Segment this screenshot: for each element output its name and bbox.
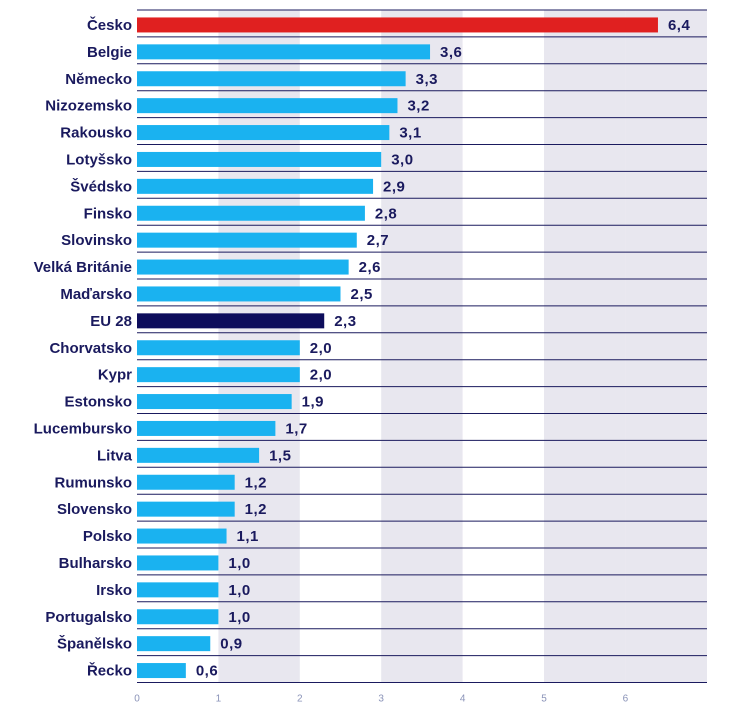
value-label: 3,1 xyxy=(399,125,421,142)
bar xyxy=(137,71,406,87)
bar xyxy=(137,636,211,652)
bar xyxy=(137,286,341,302)
tick-label: 6 xyxy=(623,694,629,705)
tick-label: 2 xyxy=(297,694,303,705)
value-label: 3,6 xyxy=(440,44,462,61)
bar xyxy=(137,98,398,114)
category-label: Kypr xyxy=(98,367,132,384)
bar xyxy=(137,205,365,221)
bar xyxy=(137,474,235,490)
row-lines xyxy=(137,9,707,683)
bar xyxy=(137,151,382,167)
bar xyxy=(137,528,227,544)
category-label: Estonsko xyxy=(64,394,132,411)
bar xyxy=(137,340,300,356)
value-label: 2,8 xyxy=(375,205,397,222)
category-label: Litva xyxy=(97,447,133,464)
value-label: 2,7 xyxy=(367,232,389,249)
value-label: 0,9 xyxy=(220,636,242,653)
value-label: 1,7 xyxy=(285,420,307,437)
category-label: Polsko xyxy=(83,528,132,545)
category-labels: Česko Belgie Německo Nizozemsko Rakousko Loty… xyxy=(34,16,133,680)
tick-label: 3 xyxy=(378,694,384,705)
category-label: Nizozemsko xyxy=(45,98,132,115)
tick-label: 5 xyxy=(541,694,547,705)
bar xyxy=(137,447,260,463)
value-label: 1,0 xyxy=(228,555,250,572)
value-label: 1,2 xyxy=(245,474,267,491)
bar xyxy=(137,125,390,141)
category-label: Lotyšsko xyxy=(66,151,132,168)
value-label: 3,3 xyxy=(416,71,438,88)
category-label: Švédsko xyxy=(70,177,132,195)
value-label: 1,0 xyxy=(228,582,250,599)
tick-label: 4 xyxy=(460,694,466,705)
value-label: 2,6 xyxy=(359,259,381,276)
category-label: Řecko xyxy=(87,662,132,680)
category-label: Rumunsko xyxy=(54,474,132,491)
grid-stripe xyxy=(544,10,626,683)
category-label: Rakousko xyxy=(60,125,132,142)
category-label: Portugalsko xyxy=(45,609,132,626)
value-label: 2,3 xyxy=(334,313,356,330)
bar xyxy=(137,44,431,60)
value-label: 1,9 xyxy=(302,394,324,411)
tick-label: 1 xyxy=(216,694,222,705)
category-label: Velká Británie xyxy=(34,259,132,276)
value-label: 2,9 xyxy=(383,178,405,195)
category-label: Belgie xyxy=(87,44,132,61)
bars xyxy=(137,17,658,679)
column-stripes xyxy=(218,10,707,683)
value-labels: 6,43,63,33,23,13,02,92,82,72,62,52,32,02… xyxy=(196,17,691,680)
x-axis-ticks: 0 1 2 3 4 5 6 xyxy=(134,694,628,705)
bar xyxy=(137,313,325,329)
category-label: Finsko xyxy=(84,205,132,222)
category-label: Česko xyxy=(87,16,132,34)
bar xyxy=(137,232,357,248)
value-label: 2,0 xyxy=(310,367,332,384)
value-label: 0,6 xyxy=(196,663,218,680)
bar xyxy=(137,501,235,517)
bar xyxy=(137,420,276,436)
bar xyxy=(137,394,292,410)
category-label: Německo xyxy=(65,71,132,88)
category-label: Španělsko xyxy=(57,635,132,653)
value-label: 1,1 xyxy=(237,528,259,545)
category-label: Slovensko xyxy=(57,501,132,518)
bar xyxy=(137,17,658,33)
category-label: Chorvatsko xyxy=(49,340,132,357)
bar xyxy=(137,259,349,275)
bar xyxy=(137,178,374,194)
category-label: Slovinsko xyxy=(61,232,132,249)
value-label: 3,2 xyxy=(407,98,429,115)
grid-stripe xyxy=(381,10,463,683)
category-label: Maďarsko xyxy=(60,286,132,303)
tick-label: 0 xyxy=(134,694,140,705)
bar xyxy=(137,663,186,679)
category-label: EU 28 xyxy=(90,313,132,330)
bar xyxy=(137,555,219,571)
bar xyxy=(137,582,219,598)
value-label: 6,4 xyxy=(668,17,691,34)
value-label: 1,0 xyxy=(228,609,250,626)
value-label: 2,5 xyxy=(351,286,373,303)
value-label: 3,0 xyxy=(391,151,413,168)
bar xyxy=(137,367,300,383)
category-label: Bulharsko xyxy=(59,555,132,572)
grid-stripe xyxy=(625,10,707,683)
value-label: 2,0 xyxy=(310,340,332,357)
category-label: Irsko xyxy=(96,582,132,599)
value-label: 1,2 xyxy=(245,501,267,518)
category-label: Lucembursko xyxy=(34,420,132,437)
bar xyxy=(137,609,219,625)
value-label: 1,5 xyxy=(269,447,291,464)
